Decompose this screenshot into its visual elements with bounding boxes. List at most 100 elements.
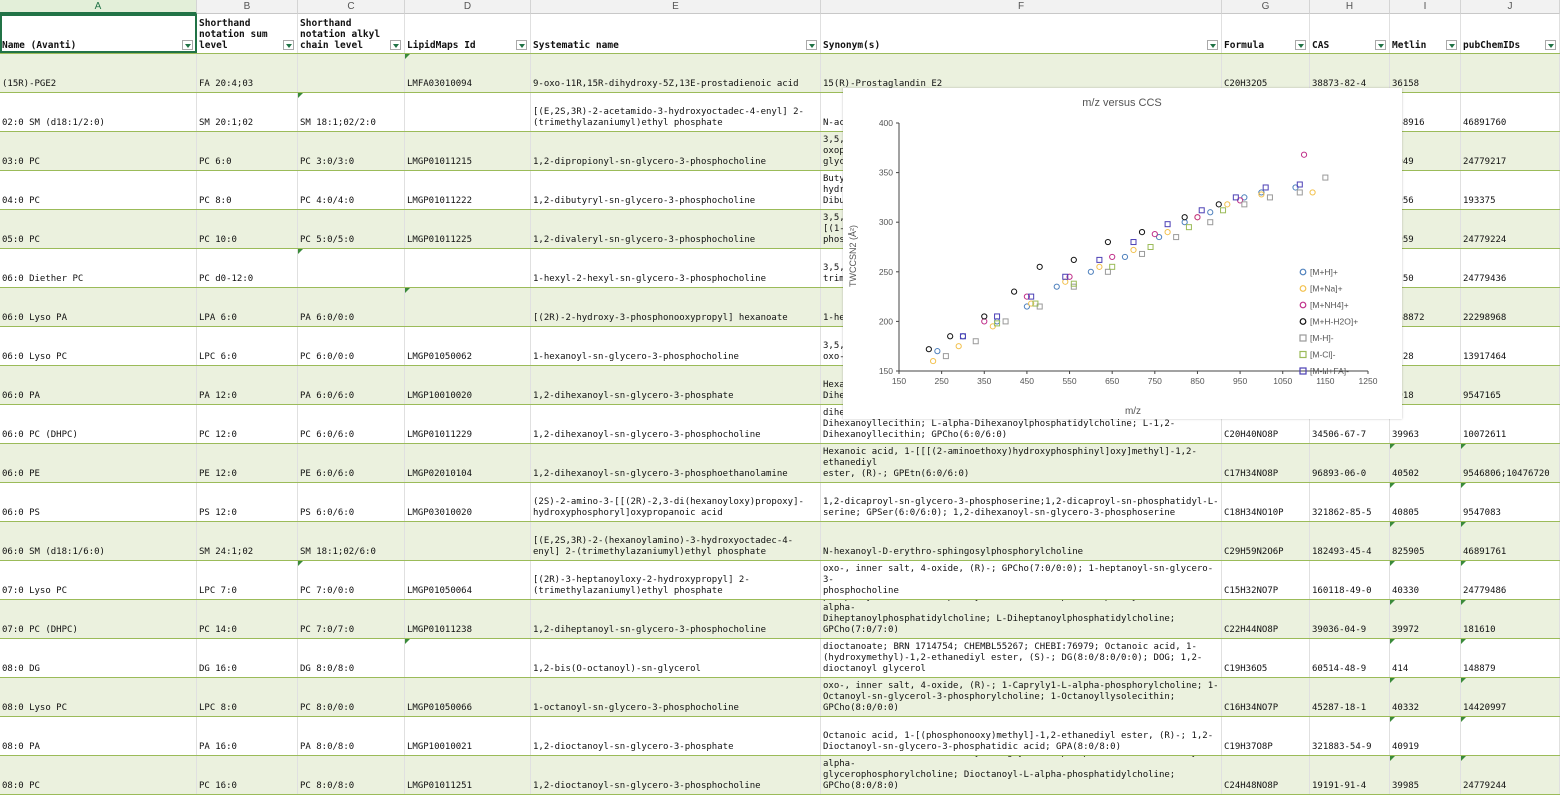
table-cell-metlin[interactable]: 39985 — [1390, 756, 1461, 794]
table-cell-name[interactable]: 06:0 PA — [0, 366, 197, 404]
table-cell-syn[interactable]: oxo-, inner salt, 4-oxide, (R)-; 1-Capry… — [821, 678, 1222, 716]
table-cell-sys[interactable]: 1-hexyl-2-hexyl-sn-glycero-3-phosphochol… — [531, 249, 821, 287]
header-cell-systematic[interactable]: Systematic name — [531, 14, 821, 53]
column-header-i[interactable]: I — [1390, 0, 1461, 14]
column-header-c[interactable]: C — [298, 0, 405, 14]
table-cell-formula[interactable]: C18H34NO10P — [1222, 483, 1310, 521]
table-cell-alkyl[interactable]: SM 18:1;02/6:0 — [298, 522, 405, 560]
filter-dropdown-icon[interactable] — [390, 40, 401, 50]
table-cell-formula[interactable]: C15H32NO7P — [1222, 561, 1310, 599]
column-header-j[interactable]: J — [1461, 0, 1560, 14]
table-cell-name[interactable]: 03:0 PC — [0, 132, 197, 170]
table-cell-metlin[interactable]: 40502 — [1390, 444, 1461, 482]
table-cell-pub[interactable]: 13917464 — [1461, 327, 1560, 365]
table-cell-pub[interactable]: 24779217 — [1461, 132, 1560, 170]
table-cell-cas[interactable]: 60514-48-9 — [1310, 639, 1390, 677]
table-cell-formula[interactable]: C19H37O8P — [1222, 717, 1310, 755]
table-cell-sum[interactable]: FA 20:4;03 — [197, 54, 298, 92]
filter-dropdown-icon[interactable] — [1545, 40, 1556, 50]
table-cell-formula[interactable]: C20H40NO8P — [1222, 405, 1310, 443]
table-cell-alkyl[interactable]: PC 7:0/7:0 — [298, 600, 405, 638]
table-cell-syn[interactable]: dihe Dihexanoyllecithin; L-alpha-Dihexan… — [821, 405, 1222, 443]
table-cell-sys[interactable]: 1,2-dihexanoyl-sn-glycero-3-phosphocholi… — [531, 405, 821, 443]
filter-dropdown-icon[interactable] — [1375, 40, 1386, 50]
table-cell-sys[interactable]: 1,2-divaleryl-sn-glycero-3-phosphocholin… — [531, 210, 821, 248]
table-row[interactable]: 07:0 Lyso PC LPC 7:0 PC 7:0/0:0 LMGP0105006… — [0, 561, 1560, 600]
table-cell-pub[interactable]: 14420997 — [1461, 678, 1560, 716]
table-cell-pub[interactable] — [1461, 54, 1560, 92]
table-cell-formula[interactable]: C16H34NO7P — [1222, 678, 1310, 716]
table-cell-sum[interactable]: PC 6:0 — [197, 132, 298, 170]
table-cell-formula[interactable]: C22H44NO8P — [1222, 600, 1310, 638]
table-cell-name[interactable]: 07:0 PC (DHPC) — [0, 600, 197, 638]
table-cell-metlin[interactable]: 414 — [1390, 639, 1461, 677]
table-cell-syn[interactable]: 3,5,9-Trioxa-4-phosphahexadecan-1-aminiu… — [821, 561, 1222, 599]
table-row[interactable]: 08:0 PA PA 16:0 PA 8:0/8:0 LMGP10010021 1,2-… — [0, 717, 1560, 756]
table-cell-syn[interactable]: dioctanoin, L-; 1,2-Dioctanoyl-sn-glycer… — [821, 756, 1222, 794]
table-cell-name[interactable]: 04:0 PC — [0, 171, 197, 209]
chart-legend[interactable]: [M+H]+ [M+Na]+ [M+NH4]+ [M+H-H2O]+ [M-H]- [M-… — [1299, 267, 1358, 376]
table-cell-name[interactable]: 06:0 PC (DHPC) — [0, 405, 197, 443]
filter-dropdown-icon[interactable] — [1295, 40, 1306, 50]
table-cell-lm[interactable]: LMGP01011222 — [405, 171, 531, 209]
table-cell-metlin[interactable]: 825905 — [1390, 522, 1461, 560]
table-cell-pub[interactable]: 24779224 — [1461, 210, 1560, 248]
table-cell-alkyl[interactable]: PC 3:0/3:0 — [298, 132, 405, 170]
table-cell-pub[interactable]: 24779436 — [1461, 249, 1560, 287]
table-cell-metlin[interactable]: 40330 — [1390, 561, 1461, 599]
table-cell-lm[interactable]: LMGP10010021 — [405, 717, 531, 755]
table-cell-lm[interactable]: LMGP01050066 — [405, 678, 531, 716]
table-cell-pub[interactable]: 24779486 — [1461, 561, 1560, 599]
table-cell-syn[interactable]: N-hexanoyl-D-erythro-sphingosylphosphory… — [821, 522, 1222, 560]
table-cell-alkyl[interactable]: PC 8:0/0:0 — [298, 678, 405, 716]
table-cell-sys[interactable]: 1,2-dioctanoyl-sn-glycero-3-phosphocholi… — [531, 756, 821, 794]
table-cell-pub[interactable]: 181610 — [1461, 600, 1560, 638]
table-cell-metlin[interactable]: 968916 — [1390, 93, 1461, 131]
table-cell-cas[interactable]: 182493-45-4 — [1310, 522, 1390, 560]
table-cell-name[interactable]: 06:0 PS — [0, 483, 197, 521]
table-cell-cas[interactable]: 39036-04-9 — [1310, 600, 1390, 638]
column-header-g[interactable]: G — [1222, 0, 1310, 14]
header-cell-sum-level[interactable]: Shorthand notation sum level — [197, 14, 298, 53]
column-header-d[interactable]: D — [405, 0, 531, 14]
table-cell-formula[interactable]: C19H36O5 — [1222, 639, 1310, 677]
table-cell-metlin[interactable]: 40805 — [1390, 483, 1461, 521]
table-cell-syn[interactable]: Octanoic acid, 1-[(phosphonooxy)methyl]-… — [821, 717, 1222, 755]
header-cell-lipidmaps[interactable]: LipidMaps Id — [405, 14, 531, 53]
table-cell-syn[interactable]: 15(R)-Prostaglandin E2 — [821, 54, 1222, 92]
table-row[interactable]: (15R)-PGE2 FA 20:4;03 LMFA03010094 9-oxo-11… — [0, 54, 1560, 93]
table-cell-lm[interactable]: LMGP01011225 — [405, 210, 531, 248]
table-cell-name[interactable]: 06:0 SM (d18:1/6:0) — [0, 522, 197, 560]
table-cell-lm[interactable]: LMFA03010094 — [405, 54, 531, 92]
table-cell-pub[interactable]: 46891761 — [1461, 522, 1560, 560]
table-cell-lm[interactable]: LMGP01011251 — [405, 756, 531, 794]
table-cell-lm[interactable]: LMGP01011215 — [405, 132, 531, 170]
header-cell-synonyms[interactable]: Synonym(s) — [821, 14, 1222, 53]
table-cell-cas[interactable]: 34506-67-7 — [1310, 405, 1390, 443]
table-cell-sum[interactable]: PE 12:0 — [197, 444, 298, 482]
table-cell-lm[interactable]: LMGP10010020 — [405, 366, 531, 404]
header-cell-alkyl-level[interactable]: Shorthand notation alkyl chain level — [298, 14, 405, 53]
table-cell-alkyl[interactable]: SM 18:1;02/2:0 — [298, 93, 405, 131]
table-cell-sum[interactable]: PC 10:0 — [197, 210, 298, 248]
table-cell-alkyl[interactable]: PC 6:0/0:0 — [298, 327, 405, 365]
table-cell-name[interactable]: 06:0 PE — [0, 444, 197, 482]
table-cell-sum[interactable]: PC 12:0 — [197, 405, 298, 443]
table-cell-sys[interactable]: 1-hexanoyl-sn-glycero-3-phosphocholine — [531, 327, 821, 365]
table-cell-sum[interactable]: DG 16:0 — [197, 639, 298, 677]
table-cell-sum[interactable]: LPC 7:0 — [197, 561, 298, 599]
table-cell-metlin[interactable]: 0328 — [1390, 327, 1461, 365]
table-cell-alkyl[interactable]: PC 8:0/8:0 — [298, 756, 405, 794]
table-cell-sum[interactable]: LPC 6:0 — [197, 327, 298, 365]
table-cell-lm[interactable] — [405, 249, 531, 287]
table-cell-metlin[interactable]: 0949 — [1390, 132, 1461, 170]
table-cell-alkyl[interactable] — [298, 54, 405, 92]
table-cell-cas[interactable]: 160118-49-0 — [1310, 561, 1390, 599]
table-cell-name[interactable]: 07:0 Lyso PC — [0, 561, 197, 599]
table-row[interactable]: 08:0 DG DG 16:0 DG 8:0/8:0 1,2-bis(O-octano… — [0, 639, 1560, 678]
table-cell-sum[interactable]: PC 16:0 — [197, 756, 298, 794]
table-cell-alkyl[interactable] — [298, 249, 405, 287]
table-cell-name[interactable]: 06:0 Diether PC — [0, 249, 197, 287]
table-row[interactable]: 06:0 PE PE 12:0 PE 6:0/6:0 LMGP02010104 1,2-… — [0, 444, 1560, 483]
table-cell-name[interactable]: 08:0 PC — [0, 756, 197, 794]
